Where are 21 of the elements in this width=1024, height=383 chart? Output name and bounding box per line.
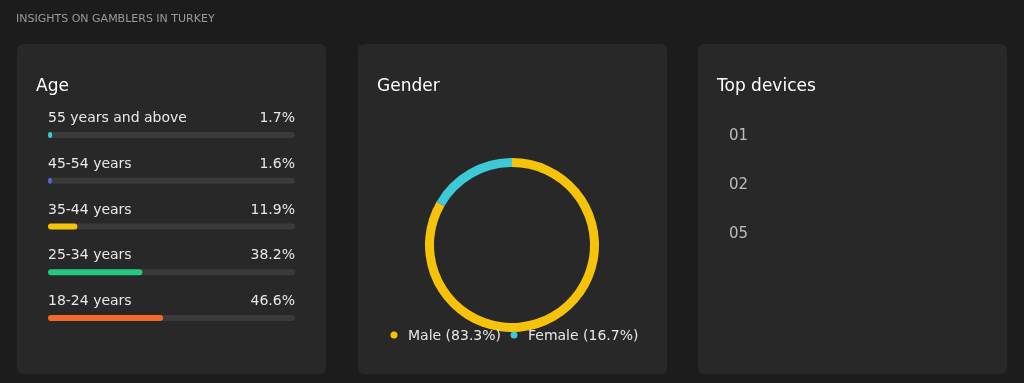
data-label: 38.2% <box>250 246 295 263</box>
data-label: 11.9% <box>250 200 295 217</box>
data-label: 1.7% <box>259 109 295 125</box>
data-label: 1.6% <box>259 154 295 171</box>
y-tick-label: 35-44 years <box>48 200 132 217</box>
legend-label: Male (83.3%) <box>408 327 502 343</box>
text: 01 <box>729 126 749 144</box>
text: INSIGHTS ON GAMBLERS IN TURKEY <box>16 12 215 25</box>
y-tick-label: 18-24 years <box>48 292 132 308</box>
chart-title: Gender <box>377 75 440 95</box>
y-tick-label: 25-34 years <box>48 246 132 263</box>
chart-title: Age <box>36 75 69 95</box>
text: Top devices <box>716 75 816 95</box>
donut-slice <box>436 158 512 207</box>
y-tick-label: 55 years and above <box>48 109 187 125</box>
text: 02 <box>729 175 749 193</box>
y-tick-label: 45-54 years <box>48 154 132 171</box>
text: 05 <box>729 224 749 242</box>
bar <box>48 223 78 230</box>
data-label: 46.6% <box>250 292 295 308</box>
legend-label: Female (16.7%) <box>528 327 639 343</box>
